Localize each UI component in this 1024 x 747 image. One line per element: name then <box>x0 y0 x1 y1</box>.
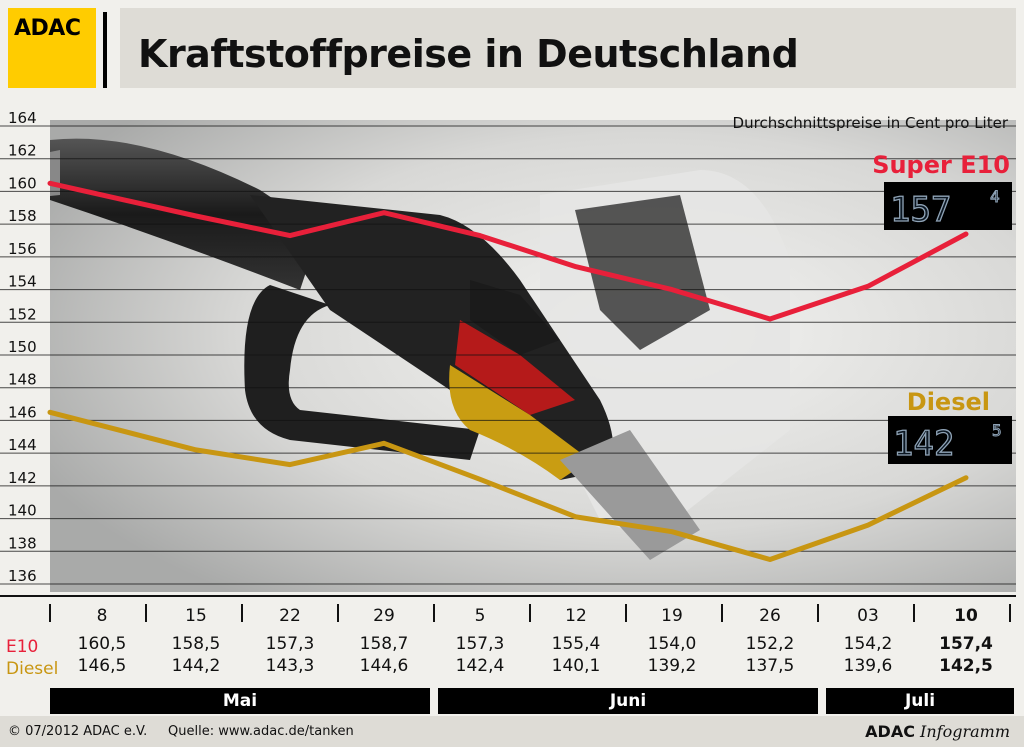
month-label: Juni <box>438 688 818 714</box>
chart-grid <box>0 125 1016 597</box>
adac-logo: ADAC <box>8 8 96 88</box>
date-label: 29 <box>373 606 395 626</box>
diesel-value: 144,6 <box>359 656 409 676</box>
table-separator <box>241 604 243 622</box>
table-separator <box>337 604 339 622</box>
pump-nozzle-illustration <box>50 120 1016 592</box>
legend-diesel: Diesel <box>907 388 990 416</box>
diesel-value: 140,1 <box>551 656 601 676</box>
table-separator <box>817 604 819 622</box>
e10-value: 157,4 <box>939 634 993 654</box>
diesel-value: 144,2 <box>171 656 221 676</box>
e10-value: 152,2 <box>745 634 795 654</box>
diesel-value: 142,5 <box>939 656 993 676</box>
table-separator <box>1009 604 1011 622</box>
date-label: 19 <box>661 606 683 626</box>
date-label: 5 <box>474 606 486 626</box>
diesel-value: 139,6 <box>843 656 893 676</box>
y-tick-label: 136 <box>8 567 37 585</box>
y-tick-label: 140 <box>8 502 37 520</box>
price-table: 8 160,5 146,5 15 158,5 144,2 22 157,3 143,3 29 158… <box>0 600 1024 692</box>
y-tick-label: 152 <box>8 305 37 323</box>
e10-value: 158,5 <box>171 634 221 654</box>
date-label: 26 <box>759 606 781 626</box>
y-tick-label: 164 <box>8 109 37 127</box>
date-label: 10 <box>954 606 978 626</box>
series-line-diesel <box>47 409 969 562</box>
y-tick-label: 144 <box>8 436 37 454</box>
brand-italic: Infogramm <box>920 722 1010 741</box>
y-tick-label: 162 <box>8 142 37 160</box>
row-label-diesel: Diesel <box>6 659 59 679</box>
e10-value: 155,4 <box>551 634 601 654</box>
table-separator <box>145 604 147 622</box>
month-label: Juli <box>826 688 1014 714</box>
e10-value: 154,0 <box>647 634 697 654</box>
y-tick-label: 154 <box>8 273 37 291</box>
y-tick-label: 148 <box>8 371 37 389</box>
date-label: 12 <box>565 606 587 626</box>
series-line-super-e10 <box>47 180 969 322</box>
date-label: 8 <box>96 606 108 626</box>
diesel-value: 137,5 <box>745 656 795 676</box>
table-separator <box>913 604 915 622</box>
table-separator <box>625 604 627 622</box>
logo-divider <box>103 12 107 88</box>
adac-logo-text: ADAC <box>14 16 81 41</box>
title-bar: Kraftstoffpreise in Deutschland <box>120 8 1016 88</box>
y-tick-label: 156 <box>8 240 37 258</box>
diesel-display-main: 142 <box>893 424 954 464</box>
diesel-value: 142,4 <box>455 656 505 676</box>
e10-value: 154,2 <box>843 634 893 654</box>
legend-super-e10: Super E10 <box>872 151 1010 179</box>
table-separator <box>49 604 51 622</box>
diesel-price-display <box>888 416 1012 464</box>
brand-bold: ADAC <box>865 722 915 741</box>
diesel-value: 146,5 <box>77 656 127 676</box>
y-axis-ticks: 164 162 160 158 156 154 152 150 148 146 144 142 140 1… <box>8 109 37 585</box>
y-tick-label: 160 <box>8 174 37 192</box>
e10-display-main: 157 <box>890 190 951 230</box>
y-tick-label: 138 <box>8 534 37 552</box>
diesel-value: 139,2 <box>647 656 697 676</box>
e10-value: 160,5 <box>77 634 127 654</box>
e10-price-display <box>884 182 1012 230</box>
footer-brand: ADAC Infogramm <box>865 722 1010 741</box>
date-label: 15 <box>185 606 207 626</box>
page-title: Kraftstoffpreise in Deutschland <box>138 32 799 76</box>
diesel-value: 143,3 <box>265 656 315 676</box>
chart-series-lines <box>47 180 969 562</box>
fuel-price-chart: 164 162 160 158 156 154 152 150 148 146 144 142 140 1… <box>0 109 1016 597</box>
date-label: 03 <box>857 606 879 626</box>
diesel-display-sup: 5 <box>992 421 1002 440</box>
e10-value: 157,3 <box>265 634 315 654</box>
row-label-e10: E10 <box>6 637 39 657</box>
y-tick-label: 142 <box>8 469 37 487</box>
e10-value: 157,3 <box>455 634 505 654</box>
y-tick-label: 150 <box>8 338 37 356</box>
footer-source: Quelle: www.adac.de/tanken <box>168 724 354 739</box>
unit-label: Durchschnittspreise in Cent pro Liter <box>733 114 1009 132</box>
e10-value: 158,7 <box>359 634 409 654</box>
table-separator <box>529 604 531 622</box>
y-tick-label: 158 <box>8 207 37 225</box>
e10-display-sup: 4 <box>990 187 1000 206</box>
date-label: 22 <box>279 606 301 626</box>
footer-copyright: © 07/2012 ADAC e.V. <box>8 724 148 739</box>
footer: © 07/2012 ADAC e.V. Quelle: www.adac.de/… <box>0 716 1024 747</box>
y-tick-label: 146 <box>8 403 37 421</box>
table-separator <box>721 604 723 622</box>
month-label: Mai <box>50 688 430 714</box>
table-separator <box>433 604 435 622</box>
